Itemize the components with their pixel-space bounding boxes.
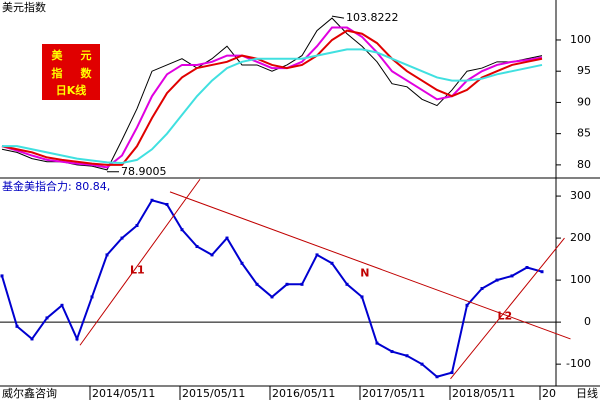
point <box>270 295 274 299</box>
point <box>210 253 214 257</box>
y-tick-label: 85 <box>577 127 591 140</box>
point <box>315 253 319 257</box>
y-tick-label: 100 <box>570 33 591 46</box>
point <box>495 278 499 282</box>
point <box>420 362 424 366</box>
x-tick-label: 2015/05/11 <box>182 387 245 400</box>
trend-line <box>450 237 565 380</box>
y-tick-label: 90 <box>577 95 591 108</box>
point <box>345 282 349 286</box>
x-tick-label: 2018/05/11 <box>452 387 515 400</box>
point <box>390 350 394 354</box>
trend-label: L2 <box>498 309 513 322</box>
point <box>375 341 379 345</box>
point <box>255 282 259 286</box>
badge-box <box>42 44 100 100</box>
annotation: 103.8222 <box>346 11 399 24</box>
trend-label: L1 <box>130 263 145 276</box>
point <box>165 202 169 206</box>
point <box>225 236 229 240</box>
point <box>330 261 334 265</box>
series-line <box>2 48 543 165</box>
badge-text: 指 <box>52 66 63 80</box>
footer-right: 日线 <box>576 386 598 400</box>
point <box>90 295 94 299</box>
point <box>525 266 529 270</box>
y-tick-label: 300 <box>570 189 591 202</box>
point <box>15 324 19 328</box>
point <box>480 287 484 291</box>
x-tick-label: 2014/05/11 <box>92 387 155 400</box>
point <box>180 228 184 232</box>
x-tick-label: 2017/05/11 <box>362 387 425 400</box>
annotation-arrow <box>331 15 345 19</box>
point <box>150 198 154 202</box>
badge-text: 日K线 <box>56 83 87 97</box>
bottom-title: 基金美指合力: 80.84, <box>2 179 110 193</box>
footer-left: 威尔鑫咨询 <box>2 386 57 400</box>
badge-text: 数 <box>81 66 93 80</box>
point <box>450 371 454 375</box>
x-tick-label: 2016/05/11 <box>272 387 335 400</box>
point <box>435 375 439 379</box>
point <box>540 270 544 274</box>
point <box>105 253 109 257</box>
badge-text: 元 <box>81 49 92 62</box>
series-line <box>1 17 543 171</box>
point <box>240 261 244 265</box>
point <box>195 244 199 248</box>
trend-line <box>169 191 571 340</box>
point <box>45 316 49 320</box>
point <box>360 295 364 299</box>
point <box>120 236 124 240</box>
annotation: 78.9005 <box>121 165 167 178</box>
point <box>300 282 304 286</box>
y-tick-label: 0 <box>584 315 591 328</box>
point <box>405 354 409 358</box>
badge-text: 美 <box>52 48 64 62</box>
point <box>135 223 139 227</box>
series-line <box>1 29 543 166</box>
x-tick-label: 20 <box>542 387 556 400</box>
y-tick-label: 200 <box>570 231 591 244</box>
trend-label: N <box>360 266 369 279</box>
point <box>465 303 469 307</box>
y-tick-label: 95 <box>577 64 591 77</box>
point <box>60 303 64 307</box>
y-tick-label: 80 <box>577 158 591 171</box>
point <box>0 274 4 278</box>
point <box>510 274 514 278</box>
y-tick-label: -100 <box>566 357 591 370</box>
point <box>30 337 34 341</box>
y-tick-label: 100 <box>570 273 591 286</box>
trend-line <box>79 178 201 346</box>
point <box>75 337 79 341</box>
top-title: 美元指数 <box>2 0 46 14</box>
point <box>285 282 289 286</box>
